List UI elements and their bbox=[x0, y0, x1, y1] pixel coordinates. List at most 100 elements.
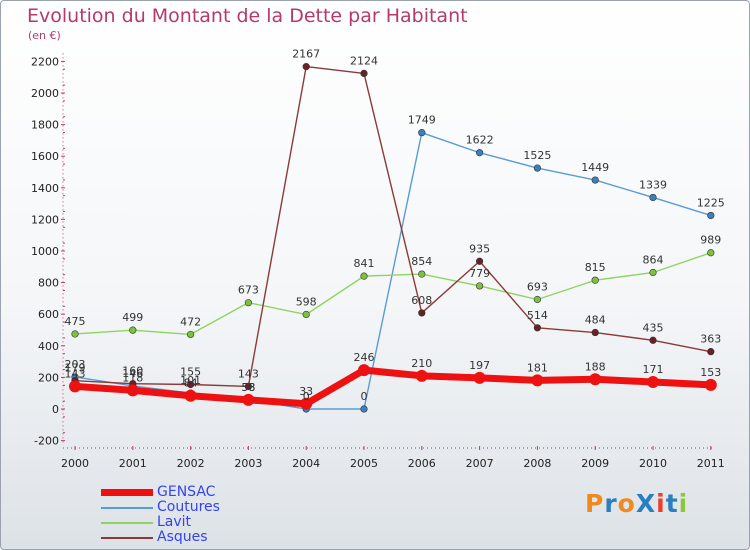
data-point-coutures bbox=[476, 149, 484, 157]
data-label-asques: 160 bbox=[122, 365, 143, 378]
y-tick-label: 2000 bbox=[31, 87, 59, 100]
series-line-gensac bbox=[71, 366, 715, 408]
data-label-coutures: 1525 bbox=[523, 149, 551, 162]
series-line-asques bbox=[74, 65, 712, 388]
legend-item-coutures: Coutures bbox=[101, 500, 220, 515]
data-label-asques: 363 bbox=[700, 333, 721, 346]
legend-item-lavit: Lavit bbox=[101, 515, 220, 530]
x-tick-label: 2003 bbox=[234, 457, 262, 470]
proxiti-logo: ProXiti bbox=[585, 489, 688, 518]
data-label-lavit: 472 bbox=[180, 315, 201, 328]
data-label-asques: 143 bbox=[238, 367, 259, 380]
legend-swatch bbox=[101, 521, 153, 524]
y-tick-label: 2200 bbox=[31, 55, 59, 68]
data-point-gensac bbox=[184, 389, 197, 402]
chart-subtitle: (en €) bbox=[28, 29, 61, 42]
data-label-gensac: 33 bbox=[299, 385, 313, 398]
data-label-asques: 2124 bbox=[350, 54, 378, 67]
data-label-gensac: 143 bbox=[65, 367, 86, 380]
data-point-coutures bbox=[360, 405, 368, 413]
x-tick-label: 2010 bbox=[639, 457, 667, 470]
data-label-gensac: 171 bbox=[643, 363, 664, 376]
data-point-asques bbox=[360, 69, 368, 78]
legend-swatch bbox=[101, 506, 153, 509]
data-point-gensac bbox=[589, 373, 602, 386]
x-tick-label: 2000 bbox=[61, 457, 89, 470]
data-point-coutures bbox=[707, 211, 715, 220]
data-label-coutures: 1622 bbox=[466, 134, 494, 147]
data-label-coutures: 0 bbox=[361, 390, 368, 403]
data-label-gensac: 58 bbox=[241, 381, 255, 394]
data-point-asques bbox=[649, 336, 657, 344]
data-point-asques bbox=[707, 348, 715, 356]
y-tick-label: 400 bbox=[38, 340, 59, 353]
data-point-coutures bbox=[418, 129, 426, 137]
series-line-lavit bbox=[74, 252, 712, 336]
data-point-asques bbox=[533, 324, 542, 332]
data-point-lavit bbox=[129, 326, 137, 334]
data-point-gensac bbox=[242, 393, 255, 406]
legend-swatch bbox=[101, 489, 153, 496]
data-point-lavit bbox=[71, 330, 79, 338]
legend-swatch bbox=[101, 536, 153, 539]
data-point-lavit bbox=[302, 310, 310, 319]
data-label-coutures: 1339 bbox=[639, 178, 667, 191]
x-tick-label: 2001 bbox=[119, 457, 147, 470]
data-label-lavit: 989 bbox=[700, 234, 721, 247]
data-label-gensac: 188 bbox=[585, 360, 606, 373]
logo-letter: X bbox=[635, 489, 657, 518]
data-point-asques bbox=[418, 309, 426, 317]
legend-item-asques: Asques bbox=[101, 530, 220, 545]
data-point-coutures bbox=[533, 164, 542, 172]
y-tick-label: 600 bbox=[38, 308, 59, 321]
data-point-lavit bbox=[476, 282, 484, 290]
data-point-coutures bbox=[649, 193, 657, 202]
data-point-gensac bbox=[704, 378, 717, 391]
data-label-gensac: 118 bbox=[122, 371, 143, 384]
data-label-gensac: 210 bbox=[411, 357, 432, 370]
x-tick-label: 2006 bbox=[408, 457, 436, 470]
data-label-lavit: 693 bbox=[527, 281, 548, 294]
data-label-asques: 2167 bbox=[292, 48, 320, 61]
data-point-lavit bbox=[591, 276, 599, 284]
logo-letter: i bbox=[678, 489, 689, 518]
data-label-asques: 155 bbox=[180, 366, 201, 379]
data-label-coutures: 101 bbox=[180, 374, 201, 387]
y-tick-label: 1400 bbox=[31, 182, 59, 195]
data-label-lavit: 854 bbox=[411, 255, 432, 268]
data-point-gensac bbox=[358, 364, 370, 377]
data-point-gensac bbox=[647, 375, 659, 388]
logo-letter: t bbox=[665, 489, 679, 518]
data-label-asques: 179 bbox=[65, 362, 86, 375]
data-point-asques bbox=[302, 63, 310, 71]
data-point-gensac bbox=[473, 371, 486, 384]
data-label-lavit: 815 bbox=[585, 261, 606, 274]
legend-label: GENSAC bbox=[157, 484, 216, 500]
logo-letter: i bbox=[656, 489, 666, 518]
x-tick-label: 2005 bbox=[350, 457, 378, 470]
data-point-lavit bbox=[649, 268, 657, 277]
data-label-lavit: 864 bbox=[643, 253, 664, 266]
y-tick-label: 1000 bbox=[31, 245, 59, 258]
legend-label: Coutures bbox=[157, 499, 220, 515]
data-label-gensac: 181 bbox=[527, 361, 548, 374]
data-label-asques: 435 bbox=[643, 321, 664, 334]
data-label-lavit: 499 bbox=[122, 311, 143, 324]
legend-item-gensac: GENSAC bbox=[101, 485, 220, 500]
chart-legend: GENSAC Coutures Lavit Asques bbox=[101, 485, 220, 545]
data-point-coutures bbox=[591, 176, 599, 184]
data-point-asques bbox=[187, 380, 195, 389]
x-tick-label: 2008 bbox=[523, 457, 551, 470]
data-label-coutures: 146 bbox=[122, 367, 143, 380]
data-point-lavit bbox=[244, 299, 252, 307]
y-tick-label: 800 bbox=[38, 277, 59, 290]
data-point-asques bbox=[476, 257, 484, 265]
data-point-lavit bbox=[360, 272, 368, 280]
data-label-coutures: 1749 bbox=[408, 114, 436, 127]
y-tick-label: 200 bbox=[38, 371, 59, 384]
series-line-coutures bbox=[74, 131, 712, 410]
data-point-lavit bbox=[533, 295, 542, 304]
data-label-gensac: 153 bbox=[700, 366, 721, 379]
